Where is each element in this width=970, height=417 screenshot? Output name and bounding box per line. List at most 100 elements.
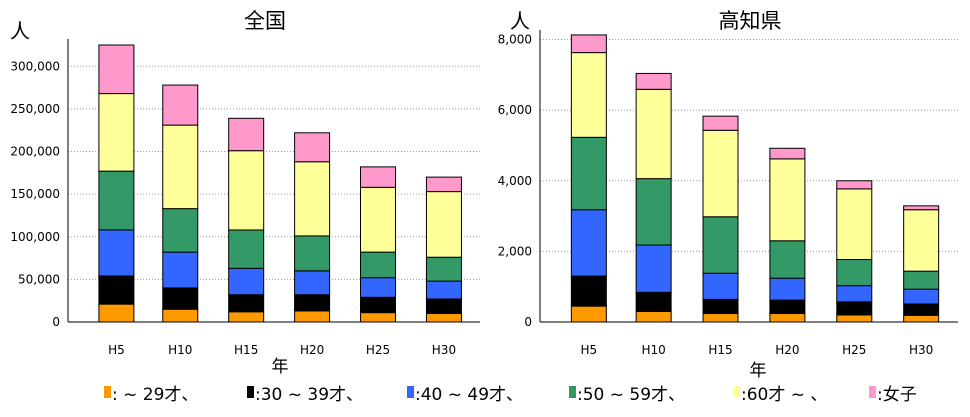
national-xtick-label: H20 [300, 343, 324, 357]
national-bar-segment [294, 235, 331, 272]
kochi-bar-segment [836, 285, 873, 303]
kochi-bar-segment [769, 277, 806, 301]
kochi-bar-segment [570, 275, 607, 307]
kochi-bar-segment [903, 270, 940, 290]
kochi-bar-segment [570, 305, 607, 323]
national-xtick-label: H25 [366, 343, 390, 357]
kochi-bar-segment [836, 188, 873, 261]
national-bar-segment [360, 312, 397, 323]
national-bar-segment [294, 132, 331, 163]
kochi-bar-segment [702, 129, 739, 218]
kochi-bar-segment [635, 72, 672, 90]
national-ytick-label: 150,000 [10, 187, 60, 201]
national-y-axis-unit: 人 [10, 19, 30, 43]
kochi-xtick-label: H15 [708, 343, 732, 357]
national-bar-segment [162, 251, 199, 289]
national-ytick-label: 300,000 [10, 59, 60, 73]
kochi-bar-segment [903, 314, 940, 323]
national-ytick-label: 250,000 [10, 102, 60, 116]
legend-item-under-29: : ~ 29才、 [112, 385, 199, 405]
national-xtick-label: H30 [432, 343, 456, 357]
national-bar-segment [425, 176, 462, 193]
national-bar-segment [425, 280, 462, 300]
legend: : ~ 29才、 :30 ~ 39才、 :40 ~ 49才、 :50 ~ 59才… [0, 380, 970, 410]
national-bar-segment [425, 298, 462, 314]
national-bar-segment [294, 294, 331, 312]
national-bar-segment [98, 229, 135, 277]
legend-item-female: :女子 [877, 385, 917, 405]
national-bar-segment [228, 229, 265, 269]
kochi-xtick-label: H30 [909, 343, 933, 357]
national-bar-segment [360, 296, 397, 314]
national-bar-segment [425, 191, 462, 258]
national-ytick-label: 0 [52, 315, 60, 329]
kochi-ytick-label: 4,000 [498, 174, 532, 188]
national-bar-segment [228, 294, 265, 313]
national-chart-title: 全国 [244, 9, 286, 33]
national-x-axis-label: 年 [272, 357, 289, 377]
national-bar-segment [294, 161, 331, 237]
kochi-bar-segment [769, 299, 806, 315]
kochi-bar-segment [903, 288, 940, 305]
legend-swatch [733, 386, 740, 398]
kochi-bar-segment [702, 115, 739, 131]
legend-swatch [104, 386, 111, 398]
charts-canvas: 0 50,000 100,000 150,000 200,000 250,000 300,0… [10, 9, 958, 380]
national-bar-segment [98, 44, 135, 95]
national-bar-segment [228, 117, 265, 152]
kochi-bar-segment [635, 88, 672, 180]
kochi-bar-segment [903, 303, 940, 316]
national-bar-segment [162, 124, 199, 210]
national-bar-segment [98, 275, 135, 305]
national-xtick-label: H15 [234, 343, 258, 357]
kochi-bar-segment [769, 313, 806, 323]
kochi-xtick-label: H25 [842, 343, 866, 357]
national-ytick-label: 100,000 [10, 230, 60, 244]
kochi-bar-segment [836, 259, 873, 287]
legend-item-50-59: :50 ~ 59才、 [577, 385, 686, 405]
national-bar-segment [162, 308, 199, 323]
legend-item-60-plus: :60才 ~ 、 [741, 385, 828, 405]
national-bar-segment [294, 310, 331, 323]
kochi-bar-segment [769, 240, 806, 279]
kochi-bar-segment [769, 158, 806, 242]
legend-swatch [407, 386, 414, 398]
kochi-bar-segment [836, 301, 873, 316]
kochi-bar-segment [635, 310, 672, 323]
national-ytick-label: 200,000 [10, 145, 60, 159]
kochi-bar-segment [702, 313, 739, 323]
kochi-x-axis-label: 年 [750, 361, 767, 380]
kochi-bar-segment [635, 178, 672, 246]
national-bar-segment [98, 170, 135, 231]
national-ytick-label: 50,000 [18, 272, 60, 286]
legend-swatch [247, 386, 254, 398]
national-bar-segment [162, 287, 199, 310]
kochi-ytick-label: 0 [524, 315, 532, 329]
kochi-bar-segment [570, 136, 607, 211]
national-bar-segment [360, 166, 397, 188]
kochi-bar-segment [570, 34, 607, 54]
kochi-y-axis-unit: 人 [510, 9, 530, 33]
kochi-bar-segment [903, 209, 940, 272]
kochi-bar-segment [702, 216, 739, 274]
national-bar-segment [360, 186, 397, 253]
kochi-xtick-label: H20 [775, 343, 799, 357]
national-bar-segment [228, 311, 265, 323]
national-bar-segment [360, 277, 397, 298]
kochi-bar-segment [702, 272, 739, 300]
kochi-bar-segment [903, 205, 940, 211]
kochi-ytick-label: 6,000 [498, 103, 532, 117]
kochi-xtick-label: H10 [641, 343, 665, 357]
kochi-bar-segment [570, 209, 607, 277]
national-bar-segment [162, 84, 199, 126]
kochi-ytick-label: 2,000 [498, 244, 532, 258]
legend-swatch [569, 386, 576, 398]
national-bar-segment [360, 251, 397, 279]
national-bar-segment [162, 208, 199, 253]
kochi-bar-segment [836, 314, 873, 323]
legend-swatch [869, 386, 876, 398]
kochi-bar-segment [769, 147, 806, 160]
national-bar-segment [294, 270, 331, 296]
national-bar-segment [98, 93, 135, 172]
kochi-bar-segment [635, 244, 672, 293]
